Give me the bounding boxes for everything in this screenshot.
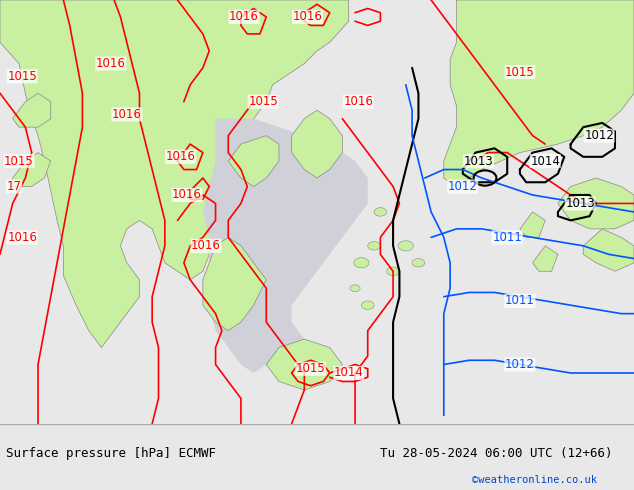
Text: 1016: 1016: [229, 10, 259, 24]
Text: 1013: 1013: [464, 154, 493, 168]
Text: 1016: 1016: [96, 57, 126, 70]
Text: 1015: 1015: [4, 154, 34, 168]
Polygon shape: [583, 229, 634, 271]
Circle shape: [350, 285, 360, 292]
Polygon shape: [13, 152, 51, 187]
Circle shape: [374, 208, 387, 216]
Polygon shape: [292, 110, 342, 178]
Text: 1014: 1014: [530, 154, 560, 168]
Text: 1011: 1011: [492, 231, 522, 244]
Circle shape: [398, 241, 413, 251]
Text: 1012: 1012: [584, 129, 614, 142]
Text: 1016: 1016: [165, 150, 196, 163]
Circle shape: [387, 267, 399, 275]
Text: 1016: 1016: [343, 95, 373, 108]
Polygon shape: [228, 136, 279, 187]
Text: 1015: 1015: [8, 70, 37, 83]
Polygon shape: [13, 93, 51, 127]
Polygon shape: [520, 212, 545, 237]
Polygon shape: [203, 119, 368, 373]
Polygon shape: [0, 0, 349, 347]
Circle shape: [412, 259, 425, 267]
Circle shape: [361, 301, 374, 309]
Text: 1016: 1016: [191, 239, 221, 252]
Polygon shape: [533, 246, 558, 271]
Circle shape: [368, 242, 380, 250]
Text: 1015: 1015: [505, 66, 534, 78]
Text: 1016: 1016: [172, 189, 202, 201]
Text: 1011: 1011: [505, 294, 535, 307]
Text: Surface pressure [hPa] ECMWF: Surface pressure [hPa] ECMWF: [6, 447, 216, 460]
Text: 17: 17: [6, 180, 22, 193]
Text: 1012: 1012: [448, 180, 478, 193]
Polygon shape: [444, 0, 634, 187]
Text: Tu 28-05-2024 06:00 UTC (12+66): Tu 28-05-2024 06:00 UTC (12+66): [380, 447, 613, 460]
Text: 1013: 1013: [566, 197, 595, 210]
Polygon shape: [266, 339, 342, 390]
Polygon shape: [203, 237, 266, 331]
Text: 1016: 1016: [7, 231, 37, 244]
Text: 1014: 1014: [333, 367, 364, 379]
Text: 1015: 1015: [296, 362, 325, 375]
Circle shape: [354, 258, 369, 268]
Polygon shape: [558, 178, 634, 229]
Text: ©weatheronline.co.uk: ©weatheronline.co.uk: [472, 475, 597, 485]
Text: 1016: 1016: [292, 10, 323, 24]
Text: 1015: 1015: [249, 95, 278, 108]
Text: 1016: 1016: [112, 108, 142, 121]
Text: 1012: 1012: [505, 358, 535, 371]
